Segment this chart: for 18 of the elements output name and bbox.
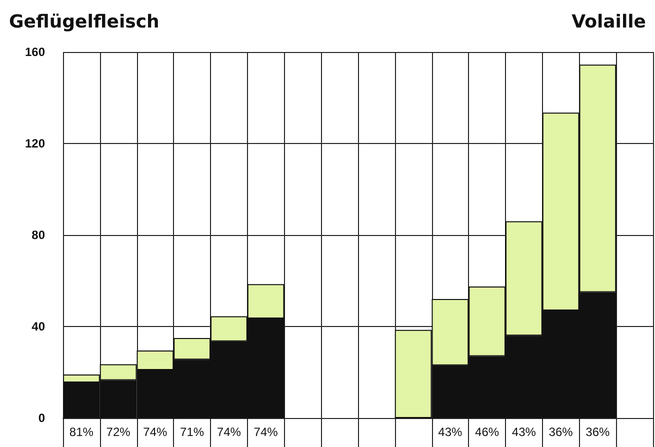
text: Volaille bbox=[572, 12, 646, 32]
x-tick-label: 43% bbox=[512, 425, 536, 439]
x-tick-label: 81% bbox=[69, 425, 94, 439]
chart-title: Geflügelfleisch bbox=[9, 12, 160, 32]
x-tick-label: 36% bbox=[548, 425, 574, 439]
x-tick-label: 74% bbox=[216, 425, 242, 439]
x-tick-label: 43% bbox=[438, 425, 463, 439]
y-tick-label: 80 bbox=[32, 228, 46, 242]
x-tick-label: 72% bbox=[106, 425, 131, 439]
x-tick-label: 74% bbox=[254, 425, 278, 439]
x-tick-label: 46% bbox=[475, 425, 500, 439]
x-tick-label: 71% bbox=[180, 425, 204, 439]
y-tick-label: 0 bbox=[38, 411, 46, 425]
x-tick-label: 36% bbox=[586, 425, 610, 439]
y-tick-label: 40 bbox=[32, 320, 46, 334]
y-tick-label: 160 bbox=[24, 45, 46, 59]
x-tick-label: 74% bbox=[143, 425, 168, 439]
y-tick-label: 120 bbox=[24, 136, 46, 150]
